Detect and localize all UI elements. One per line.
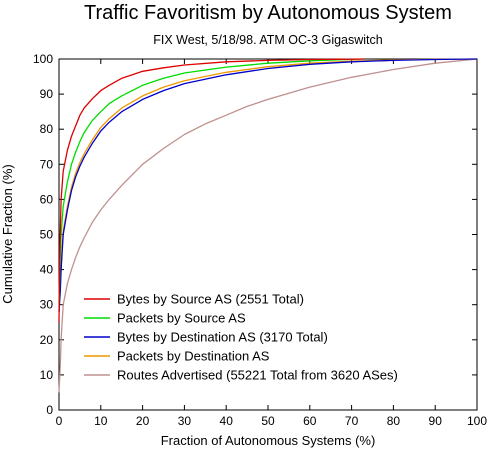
x-tick-label: 10 bbox=[94, 414, 108, 428]
legend: Bytes by Source AS (2551 Total) Packets b… bbox=[84, 292, 398, 383]
x-tick-label: 70 bbox=[345, 414, 359, 428]
y-axis: 0 10 20 30 40 50 60 70 80 90 100 bbox=[33, 52, 477, 417]
series-lines bbox=[58, 58, 478, 393]
legend-label: Bytes by Destination AS (3170 Total) bbox=[117, 330, 328, 345]
x-tick-label: 60 bbox=[303, 414, 317, 428]
series-line bbox=[58, 58, 365, 305]
legend-label: Routes Advertised (55221 Total from 3620… bbox=[117, 368, 398, 383]
chart-title: Traffic Favoritism by Autonomous System bbox=[84, 2, 452, 24]
y-tick-label: 0 bbox=[46, 403, 53, 417]
y-tick-label: 50 bbox=[40, 228, 54, 242]
series-line bbox=[58, 58, 478, 393]
y-tick-label: 100 bbox=[33, 52, 53, 66]
legend-label: Packets by Source AS bbox=[117, 311, 246, 326]
series-line bbox=[58, 58, 365, 323]
x-axis: 0 10 20 30 40 50 60 70 80 90 100 bbox=[56, 59, 487, 428]
y-tick-label: 30 bbox=[40, 298, 54, 312]
y-tick-label: 90 bbox=[40, 87, 54, 101]
x-tick-label: 90 bbox=[429, 414, 443, 428]
legend-label: Packets by Destination AS bbox=[117, 349, 270, 364]
y-tick-label: 80 bbox=[40, 122, 54, 136]
chart-subtitle: FIX West, 5/18/98. ATM OC-3 Gigaswitch bbox=[153, 33, 383, 47]
y-tick-label: 70 bbox=[40, 157, 54, 171]
x-tick-label: 20 bbox=[136, 414, 150, 428]
x-tick-label: 80 bbox=[387, 414, 401, 428]
y-axis-label: Cumulative Fraction (%) bbox=[0, 164, 15, 303]
x-tick-label: 40 bbox=[220, 414, 234, 428]
y-tick-label: 20 bbox=[40, 333, 54, 347]
x-tick-label: 100 bbox=[467, 414, 487, 428]
x-tick-label: 30 bbox=[178, 414, 192, 428]
x-tick-label: 0 bbox=[56, 414, 63, 428]
y-tick-label: 60 bbox=[40, 192, 54, 206]
legend-label: Bytes by Source AS (2551 Total) bbox=[117, 292, 304, 307]
series-line bbox=[58, 58, 478, 312]
y-tick-label: 40 bbox=[40, 263, 54, 277]
x-tick-label: 50 bbox=[261, 414, 275, 428]
x-axis-label: Fraction of Autonomous Systems (%) bbox=[161, 433, 376, 448]
y-tick-label: 10 bbox=[40, 368, 54, 382]
